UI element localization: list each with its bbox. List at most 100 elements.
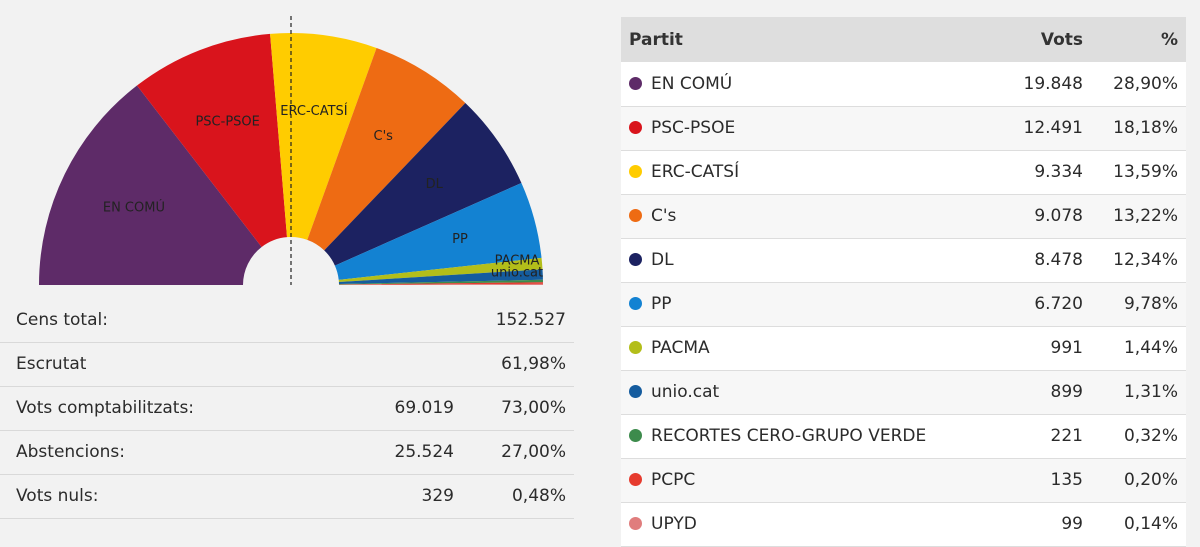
party-pct: 0,32% [1123, 426, 1178, 446]
table-row: DL 8.478 12,34% [621, 238, 1186, 282]
summary-value1 [316, 342, 454, 386]
summary-label: Vots comptabilitzats: [16, 398, 195, 418]
chart-slice [136, 33, 288, 248]
party-cell: PCPC [621, 458, 963, 502]
party-color-dot-icon [629, 517, 642, 530]
party-votes: 8.478 [1034, 250, 1083, 270]
party-name: ERC-CATSÍ [651, 162, 740, 182]
summary-row: Vots comptabilitzats: 69.019 73,00% [0, 386, 574, 430]
chart-slice [270, 32, 377, 240]
party-pct: 13,22% [1113, 206, 1178, 226]
chart-slice-label: DL [426, 177, 444, 192]
summary-value2: 0,48% [511, 486, 566, 506]
summary-value2: 27,00% [501, 442, 566, 462]
summary-label: Escrutat [16, 354, 87, 374]
party-pct: 0,20% [1123, 470, 1178, 490]
party-color-dot-icon [629, 473, 642, 486]
party-name: RECORTES CERO-GRUPO VERDE [651, 426, 927, 446]
party-pct: 18,18% [1113, 118, 1178, 138]
party-color-dot-icon [629, 165, 642, 178]
party-votes: 9.078 [1034, 206, 1083, 226]
summary-value2: 61,98% [501, 354, 566, 374]
party-votes: 99 [1061, 514, 1083, 534]
party-name: PCPC [651, 470, 696, 490]
summary-row: Vots nuls: 329 0,48% [0, 474, 574, 518]
party-color-dot-icon [629, 209, 642, 222]
summary-value2: 73,00% [501, 398, 566, 418]
party-color-dot-icon [629, 429, 642, 442]
party-pct: 13,59% [1113, 162, 1178, 182]
summary-label: Cens total: [16, 309, 108, 330]
chart-slice [338, 257, 543, 283]
party-name: PP [651, 294, 672, 314]
parliament-chart: EN COMÚ PSC-PSOE ERC-CATSÍ C's DL PP PACMAunio… [39, 16, 543, 285]
party-cell: C's [621, 194, 963, 238]
party-color-dot-icon [629, 297, 642, 310]
party-results-table: Partit Vots % EN COMÚ 19.848 28,90% PSC-PSO… [621, 17, 1186, 547]
summary-value1: 329 [421, 486, 454, 506]
party-color-dot-icon [629, 385, 642, 398]
summary-value1: 25.524 [394, 442, 454, 462]
party-votes: 221 [1050, 426, 1083, 446]
chart-slice [307, 47, 466, 251]
party-votes: 6.720 [1034, 294, 1083, 314]
header-pct: % [1160, 29, 1178, 50]
chart-slice-label: PP [452, 232, 468, 247]
chart-slice-label: ERC-CATSÍ [280, 103, 348, 119]
table-row: PSC-PSOE 12.491 18,18% [621, 106, 1186, 150]
table-row: C's 9.078 13,22% [621, 194, 1186, 238]
chart-slice [338, 282, 543, 285]
chart-slice [324, 103, 522, 266]
party-cell: PSC-PSOE [621, 106, 963, 150]
party-pct: 9,78% [1123, 294, 1178, 314]
party-name: EN COMÚ [651, 73, 733, 94]
party-cell: PACMA [621, 326, 963, 370]
party-name: DL [651, 250, 674, 270]
table-row: EN COMÚ 19.848 28,90% [621, 62, 1186, 106]
chart-slice-label: unio.cat [491, 266, 543, 281]
header-votes: Vots [1040, 29, 1083, 50]
party-pct: 28,90% [1113, 73, 1178, 94]
summary-table: Cens total: 152.527 Escrutat 61,98% Vots com… [0, 298, 574, 519]
party-pct: 1,44% [1123, 338, 1178, 358]
party-pct: 1,31% [1123, 382, 1178, 402]
chart-slice-label: PSC-PSOE [195, 114, 259, 129]
party-cell: PP [621, 282, 963, 326]
party-pct: 12,34% [1113, 250, 1178, 270]
party-name: UPYD [651, 514, 697, 534]
summary-label: Abstencions: [16, 442, 126, 462]
table-row: PCPC 135 0,20% [621, 458, 1186, 502]
summary-label: Vots nuls: [16, 486, 99, 506]
chart-slice-label: EN COMÚ [103, 199, 165, 215]
chart-slice-label: C's [374, 129, 394, 144]
summary-row: Cens total: 152.527 [0, 298, 574, 342]
table-row: UPYD 99 0,14% [621, 502, 1186, 546]
party-votes: 135 [1050, 470, 1083, 490]
party-color-dot-icon [629, 341, 642, 354]
table-header-row: Partit Vots % [621, 17, 1186, 62]
party-cell: DL [621, 238, 963, 282]
party-color-dot-icon [629, 76, 642, 90]
party-color-dot-icon [629, 121, 642, 134]
party-votes: 19.848 [1023, 73, 1083, 94]
summary-value1 [316, 298, 454, 342]
chart-slice [338, 279, 543, 285]
party-cell: unio.cat [621, 370, 963, 414]
header-party: Partit [629, 29, 683, 50]
party-cell: EN COMÚ [621, 62, 963, 106]
table-row: RECORTES CERO-GRUPO VERDE 221 0,32% [621, 414, 1186, 458]
summary-value2: 152.527 [495, 309, 566, 330]
chart-slice [338, 283, 543, 285]
party-pct: 0,14% [1123, 514, 1178, 534]
chart-slice [39, 85, 262, 285]
party-name: unio.cat [651, 382, 720, 402]
chart-slice [334, 182, 542, 280]
party-votes: 899 [1050, 382, 1083, 402]
summary-row: Escrutat 61,98% [0, 342, 574, 386]
party-name: PACMA [651, 338, 710, 358]
chart-slice-label: PACMA [495, 254, 540, 269]
party-color-dot-icon [629, 253, 642, 266]
table-row: ERC-CATSÍ 9.334 13,59% [621, 150, 1186, 194]
table-row: unio.cat 899 1,31% [621, 370, 1186, 414]
party-votes: 12.491 [1023, 118, 1083, 138]
